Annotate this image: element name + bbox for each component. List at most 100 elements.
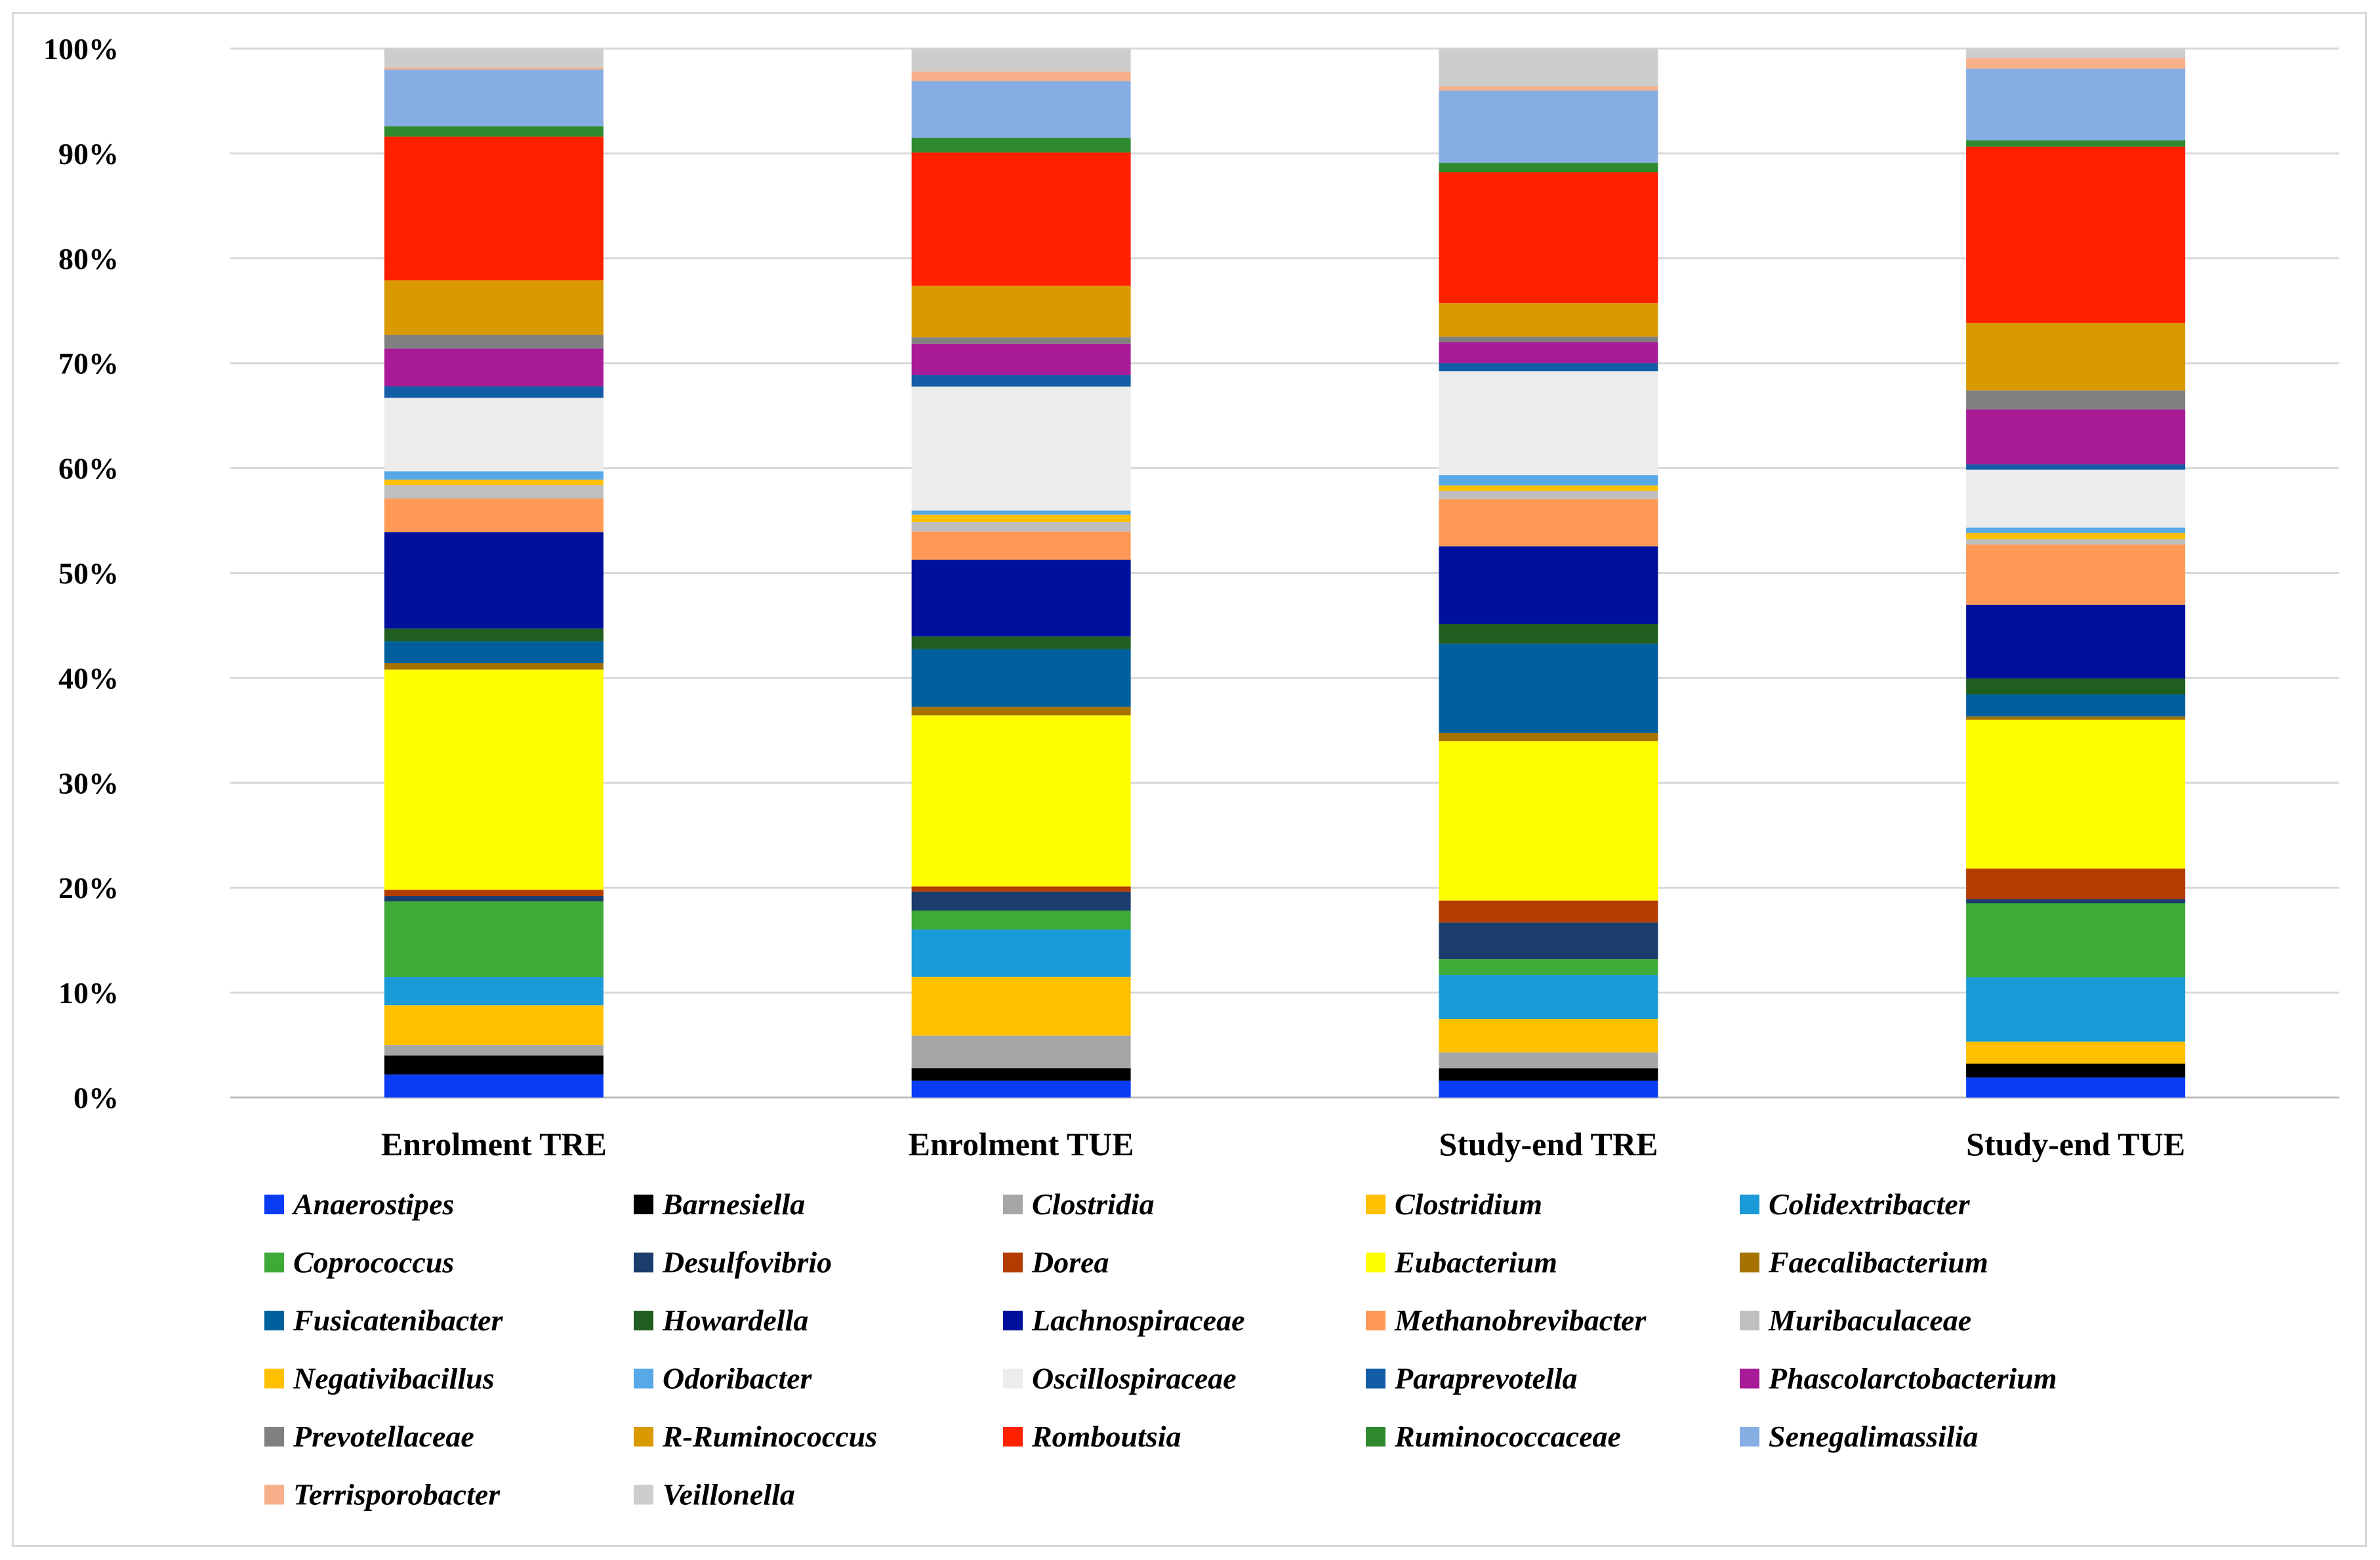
legend-item-anaerostipes: Anaerostipes bbox=[264, 1187, 454, 1221]
bar-segment-lachnospiraceae-enrolment-tue bbox=[911, 560, 1131, 637]
legend-item-oscillospiraceae: Oscillospiraceae bbox=[1003, 1362, 1237, 1395]
bar-segment-negativibacillus-enrolment-tue bbox=[911, 514, 1131, 522]
bar-segment-senegalimassilia-study-end-tre bbox=[1439, 90, 1658, 163]
legend-swatch bbox=[264, 1368, 284, 1389]
legend-item-romboutsia: Romboutsia bbox=[1003, 1420, 1181, 1453]
legend-item-dorea: Dorea bbox=[1003, 1246, 1109, 1279]
legend-item-negativibacillus: Negativibacillus bbox=[264, 1362, 495, 1395]
bar-segment-anaerostipes-enrolment-tue bbox=[911, 1080, 1131, 1098]
bar-stack-enrolment-tre bbox=[384, 49, 604, 1098]
legend-swatch bbox=[1740, 1427, 1759, 1447]
legend-swatch bbox=[634, 1368, 653, 1389]
y-tick-label: 70% bbox=[58, 347, 119, 380]
bar-segment-romboutsia-enrolment-tre bbox=[384, 136, 604, 281]
legend-label: Muribaculaceae bbox=[1768, 1303, 1971, 1337]
bar-segment-clostridium-enrolment-tue bbox=[911, 976, 1131, 1036]
legend-swatch bbox=[634, 1427, 653, 1447]
bar-segment-howardella-enrolment-tue bbox=[911, 636, 1131, 649]
legend-swatch bbox=[1740, 1252, 1759, 1273]
legend-label: Fusicatenibacter bbox=[293, 1303, 504, 1337]
bar-segment-terrisporobacter-study-end-tre bbox=[1439, 86, 1658, 91]
legend-item-odoribacter: Odoribacter bbox=[634, 1362, 813, 1395]
bar-segment-faecalibacterium-study-end-tue bbox=[1966, 716, 2186, 720]
bar-segment-coprococcus-study-end-tue bbox=[1966, 903, 2186, 977]
legend-item-colidextribacter: Colidextribacter bbox=[1740, 1187, 1971, 1221]
bar-segment-odoribacter-enrolment-tre bbox=[384, 471, 604, 480]
legend-swatch bbox=[1740, 1311, 1759, 1330]
bar-segment-desulfovibrio-enrolment-tre bbox=[384, 895, 604, 901]
legend-swatch bbox=[264, 1427, 284, 1447]
bar-segment-coprococcus-enrolment-tue bbox=[911, 911, 1131, 930]
bar-segment-dorea-study-end-tre bbox=[1439, 900, 1658, 923]
legend-label: Anaerostipes bbox=[291, 1187, 454, 1221]
legend-item-faecalibacterium: Faecalibacterium bbox=[1740, 1246, 1988, 1279]
bar-segment-clostridium-study-end-tue bbox=[1966, 1041, 2186, 1064]
bar-segment-paraprevotella-enrolment-tre bbox=[384, 386, 604, 398]
legend-label: Veillonella bbox=[663, 1478, 795, 1511]
bar-segment-clostridia-study-end-tre bbox=[1439, 1052, 1658, 1069]
bar-segment-fusicatenibacter-enrolment-tue bbox=[911, 649, 1131, 707]
legend-swatch bbox=[1003, 1311, 1023, 1330]
bar-segment-barnesiella-enrolment-tre bbox=[384, 1056, 604, 1075]
y-tick-label: 20% bbox=[58, 871, 119, 905]
bar-segment-terrisporobacter-enrolment-tue bbox=[911, 72, 1131, 81]
bar-segment-howardella-study-end-tre bbox=[1439, 623, 1658, 644]
bar-segment-dorea-enrolment-tue bbox=[911, 886, 1131, 892]
bars bbox=[384, 49, 2186, 1098]
bar-segment-oscillospiraceae-study-end-tue bbox=[1966, 469, 2186, 528]
bar-segment-methanobrevibacter-enrolment-tre bbox=[384, 498, 604, 533]
bar-segment-barnesiella-enrolment-tue bbox=[911, 1068, 1131, 1081]
bar-segment-prevotellaceae-enrolment-tre bbox=[384, 335, 604, 349]
legend-item-prevotellaceae: Prevotellaceae bbox=[264, 1420, 474, 1453]
bar-segment-paraprevotella-study-end-tre bbox=[1439, 363, 1658, 371]
bar-segment-ruminococcaceae-study-end-tre bbox=[1439, 163, 1658, 173]
y-tick-label: 30% bbox=[58, 766, 119, 800]
bar-segment-muribaculaceae-study-end-tue bbox=[1966, 539, 2186, 545]
bar-segment-r-ruminococcus-study-end-tre bbox=[1439, 303, 1658, 337]
bar-segment-desulfovibrio-study-end-tre bbox=[1439, 922, 1658, 960]
legend-swatch bbox=[634, 1252, 653, 1273]
bar-segment-faecalibacterium-study-end-tre bbox=[1439, 733, 1658, 741]
legend-swatch bbox=[1740, 1195, 1759, 1214]
legend-item-phascolarctobacterium: Phascolarctobacterium bbox=[1740, 1362, 2057, 1395]
legend-swatch bbox=[264, 1311, 284, 1330]
bar-segment-paraprevotella-enrolment-tue bbox=[911, 375, 1131, 387]
bar-segment-lachnospiraceae-study-end-tre bbox=[1439, 546, 1658, 624]
bar-segment-prevotellaceae-study-end-tue bbox=[1966, 390, 2186, 410]
bar-segment-fusicatenibacter-study-end-tre bbox=[1439, 644, 1658, 733]
bar-segment-phascolarctobacterium-study-end-tre bbox=[1439, 342, 1658, 363]
legend-item-senegalimassilia: Senegalimassilia bbox=[1740, 1420, 1978, 1453]
legend-label: Coprococcus bbox=[293, 1246, 454, 1279]
legend-label: Howardella bbox=[662, 1303, 808, 1337]
legend-item-veillonella: Veillonella bbox=[634, 1478, 795, 1511]
legend-item-paraprevotella: Paraprevotella bbox=[1366, 1362, 1578, 1395]
bar-segment-anaerostipes-enrolment-tre bbox=[384, 1074, 604, 1098]
bar-segment-prevotellaceae-enrolment-tue bbox=[911, 337, 1131, 344]
bar-segment-paraprevotella-study-end-tue bbox=[1966, 464, 2186, 470]
legend-swatch bbox=[634, 1485, 653, 1505]
bar-stack-study-end-tue bbox=[1966, 49, 2186, 1098]
legend-item-coprococcus: Coprococcus bbox=[264, 1246, 454, 1279]
legend-label: Oscillospiraceae bbox=[1032, 1362, 1237, 1395]
legend-label: Faecalibacterium bbox=[1768, 1246, 1988, 1279]
bar-segment-phascolarctobacterium-enrolment-tue bbox=[911, 343, 1131, 375]
bar-segment-terrisporobacter-enrolment-tre bbox=[384, 67, 604, 70]
y-tick-label: 10% bbox=[58, 976, 119, 1010]
bar-segment-faecalibacterium-enrolment-tre bbox=[384, 663, 604, 670]
bar-segment-muribaculaceae-enrolment-tre bbox=[384, 485, 604, 499]
legend-label: Colidextribacter bbox=[1769, 1187, 1971, 1221]
legend-label: Eubacterium bbox=[1394, 1246, 1557, 1279]
legend-label: Clostridia bbox=[1032, 1187, 1155, 1221]
legend-label: Desulfovibrio bbox=[662, 1246, 832, 1279]
bar-segment-phascolarctobacterium-study-end-tue bbox=[1966, 409, 2186, 464]
legend-swatch bbox=[1366, 1311, 1385, 1330]
bar-segment-oscillospiraceae-enrolment-tue bbox=[911, 386, 1131, 511]
bar-stack-study-end-tre bbox=[1439, 49, 1658, 1098]
bar-segment-veillonella-study-end-tre bbox=[1439, 49, 1658, 87]
bar-segment-anaerostipes-study-end-tre bbox=[1439, 1080, 1658, 1098]
bar-segment-dorea-enrolment-tre bbox=[384, 890, 604, 896]
bar-segment-clostridia-enrolment-tue bbox=[911, 1035, 1131, 1069]
legend-swatch bbox=[264, 1485, 284, 1505]
legend-item-fusicatenibacter: Fusicatenibacter bbox=[264, 1303, 504, 1337]
legend-item-eubacterium: Eubacterium bbox=[1366, 1246, 1557, 1279]
